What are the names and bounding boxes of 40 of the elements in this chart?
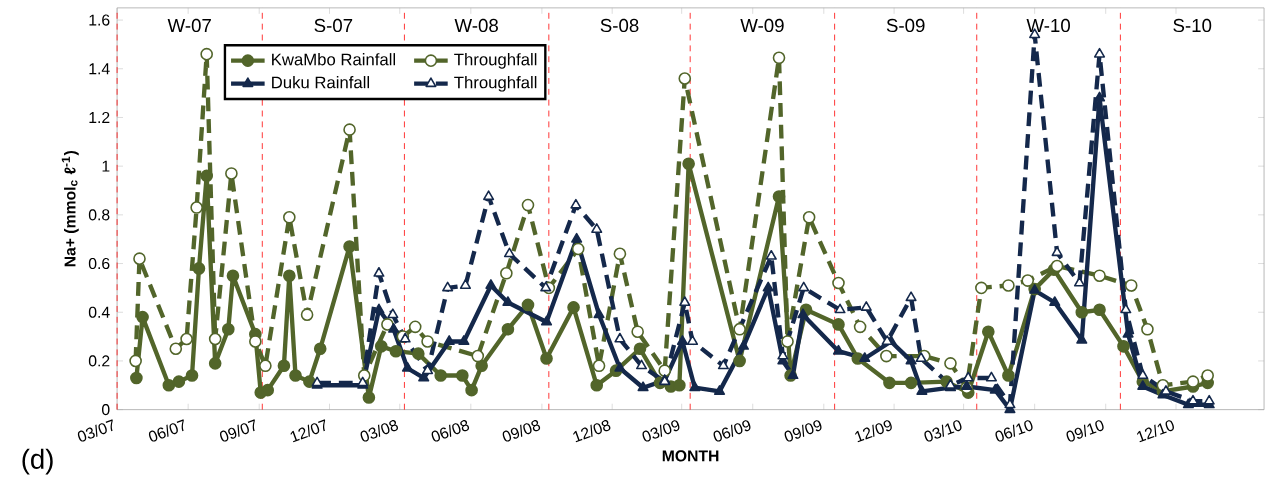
y-tick-label: 1.6 (89, 14, 110, 26)
text: (d) (22, 448, 53, 475)
y-tick-label: 0 (102, 403, 110, 415)
x-tick-label: 06/08 (431, 419, 470, 442)
x-tick-label: 03/07 (77, 419, 113, 442)
annotation: S-08 (600, 18, 639, 32)
x-tick-label: 12/07 (290, 419, 326, 443)
y-tick-label: 0.4 (88, 306, 110, 318)
legend-label: Throughfall (454, 52, 537, 69)
legend-label: KwaMbo Rainfall (272, 52, 396, 66)
y-tick-label: 1.2 (89, 111, 110, 123)
y-tick-label: 0.8 (88, 209, 110, 221)
annotation: S-07 (314, 18, 353, 32)
x-tick-label: 12/08 (573, 419, 611, 443)
annotation: W-10 (1026, 18, 1070, 32)
legend-label: Throughfall (454, 75, 537, 92)
x-tick-label: 09/10 (1066, 419, 1104, 442)
annotation: W-08 (454, 18, 498, 32)
x-axis-title: MONTH (662, 450, 719, 462)
y-tick-label: 1.4 (89, 63, 110, 74)
legend-label: Duku Rainfall (272, 75, 369, 89)
y-tick-label: 1 (102, 160, 110, 172)
x-tick-label: 09/08 (502, 419, 541, 442)
annotation: W-07 (167, 18, 211, 32)
text: Na+ (mmol$_{c}$ ℓ$^{-1}$) (61, 150, 79, 267)
annotation: W-09 (740, 18, 784, 32)
x-tick-label: 06/10 (995, 419, 1033, 442)
x-tick-label: 09/09 (784, 419, 822, 442)
x-tick-label: 03/10 (924, 419, 962, 442)
x-tick-label: 03/09 (642, 419, 680, 442)
x-tick-label: 06/09 (713, 419, 751, 442)
x-tick-label: 12/10 (1137, 419, 1174, 443)
x-tick-label: 12/09 (855, 419, 892, 443)
x-tick-label: 09/07 (220, 419, 255, 442)
y-tick-label: 0.6 (88, 257, 110, 269)
annotation: S-10 (1173, 18, 1212, 32)
y-tick-label: 0.2 (88, 355, 110, 367)
x-tick-label: 06/07 (148, 419, 184, 442)
annotation: S-09 (886, 18, 925, 32)
x-tick-label: 03/08 (360, 419, 399, 442)
